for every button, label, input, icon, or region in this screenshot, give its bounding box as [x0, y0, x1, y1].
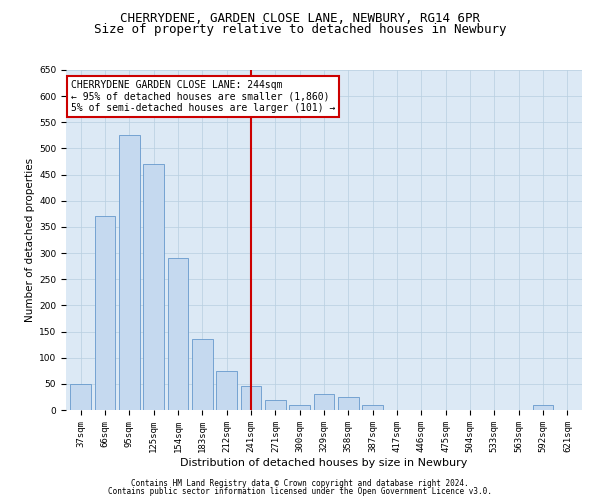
Bar	[192, 340, 212, 410]
Bar	[167, 258, 188, 410]
X-axis label: Distribution of detached houses by size in Newbury: Distribution of detached houses by size …	[181, 458, 467, 468]
Y-axis label: Number of detached properties: Number of detached properties	[25, 158, 35, 322]
Text: Contains public sector information licensed under the Open Government Licence v3: Contains public sector information licen…	[108, 487, 492, 496]
Bar	[362, 405, 383, 410]
Bar	[70, 384, 91, 410]
Text: CHERRYDENE GARDEN CLOSE LANE: 244sqm
← 95% of detached houses are smaller (1,860: CHERRYDENE GARDEN CLOSE LANE: 244sqm ← 9…	[71, 80, 335, 114]
Text: Size of property relative to detached houses in Newbury: Size of property relative to detached ho…	[94, 22, 506, 36]
Bar	[533, 405, 553, 410]
Bar	[216, 371, 237, 410]
Bar	[119, 136, 140, 410]
Bar	[95, 216, 115, 410]
Bar	[265, 400, 286, 410]
Bar	[338, 397, 359, 410]
Bar	[241, 386, 262, 410]
Text: Contains HM Land Registry data © Crown copyright and database right 2024.: Contains HM Land Registry data © Crown c…	[131, 478, 469, 488]
Bar	[143, 164, 164, 410]
Bar	[289, 405, 310, 410]
Bar	[314, 394, 334, 410]
Text: CHERRYDENE, GARDEN CLOSE LANE, NEWBURY, RG14 6PR: CHERRYDENE, GARDEN CLOSE LANE, NEWBURY, …	[120, 12, 480, 26]
